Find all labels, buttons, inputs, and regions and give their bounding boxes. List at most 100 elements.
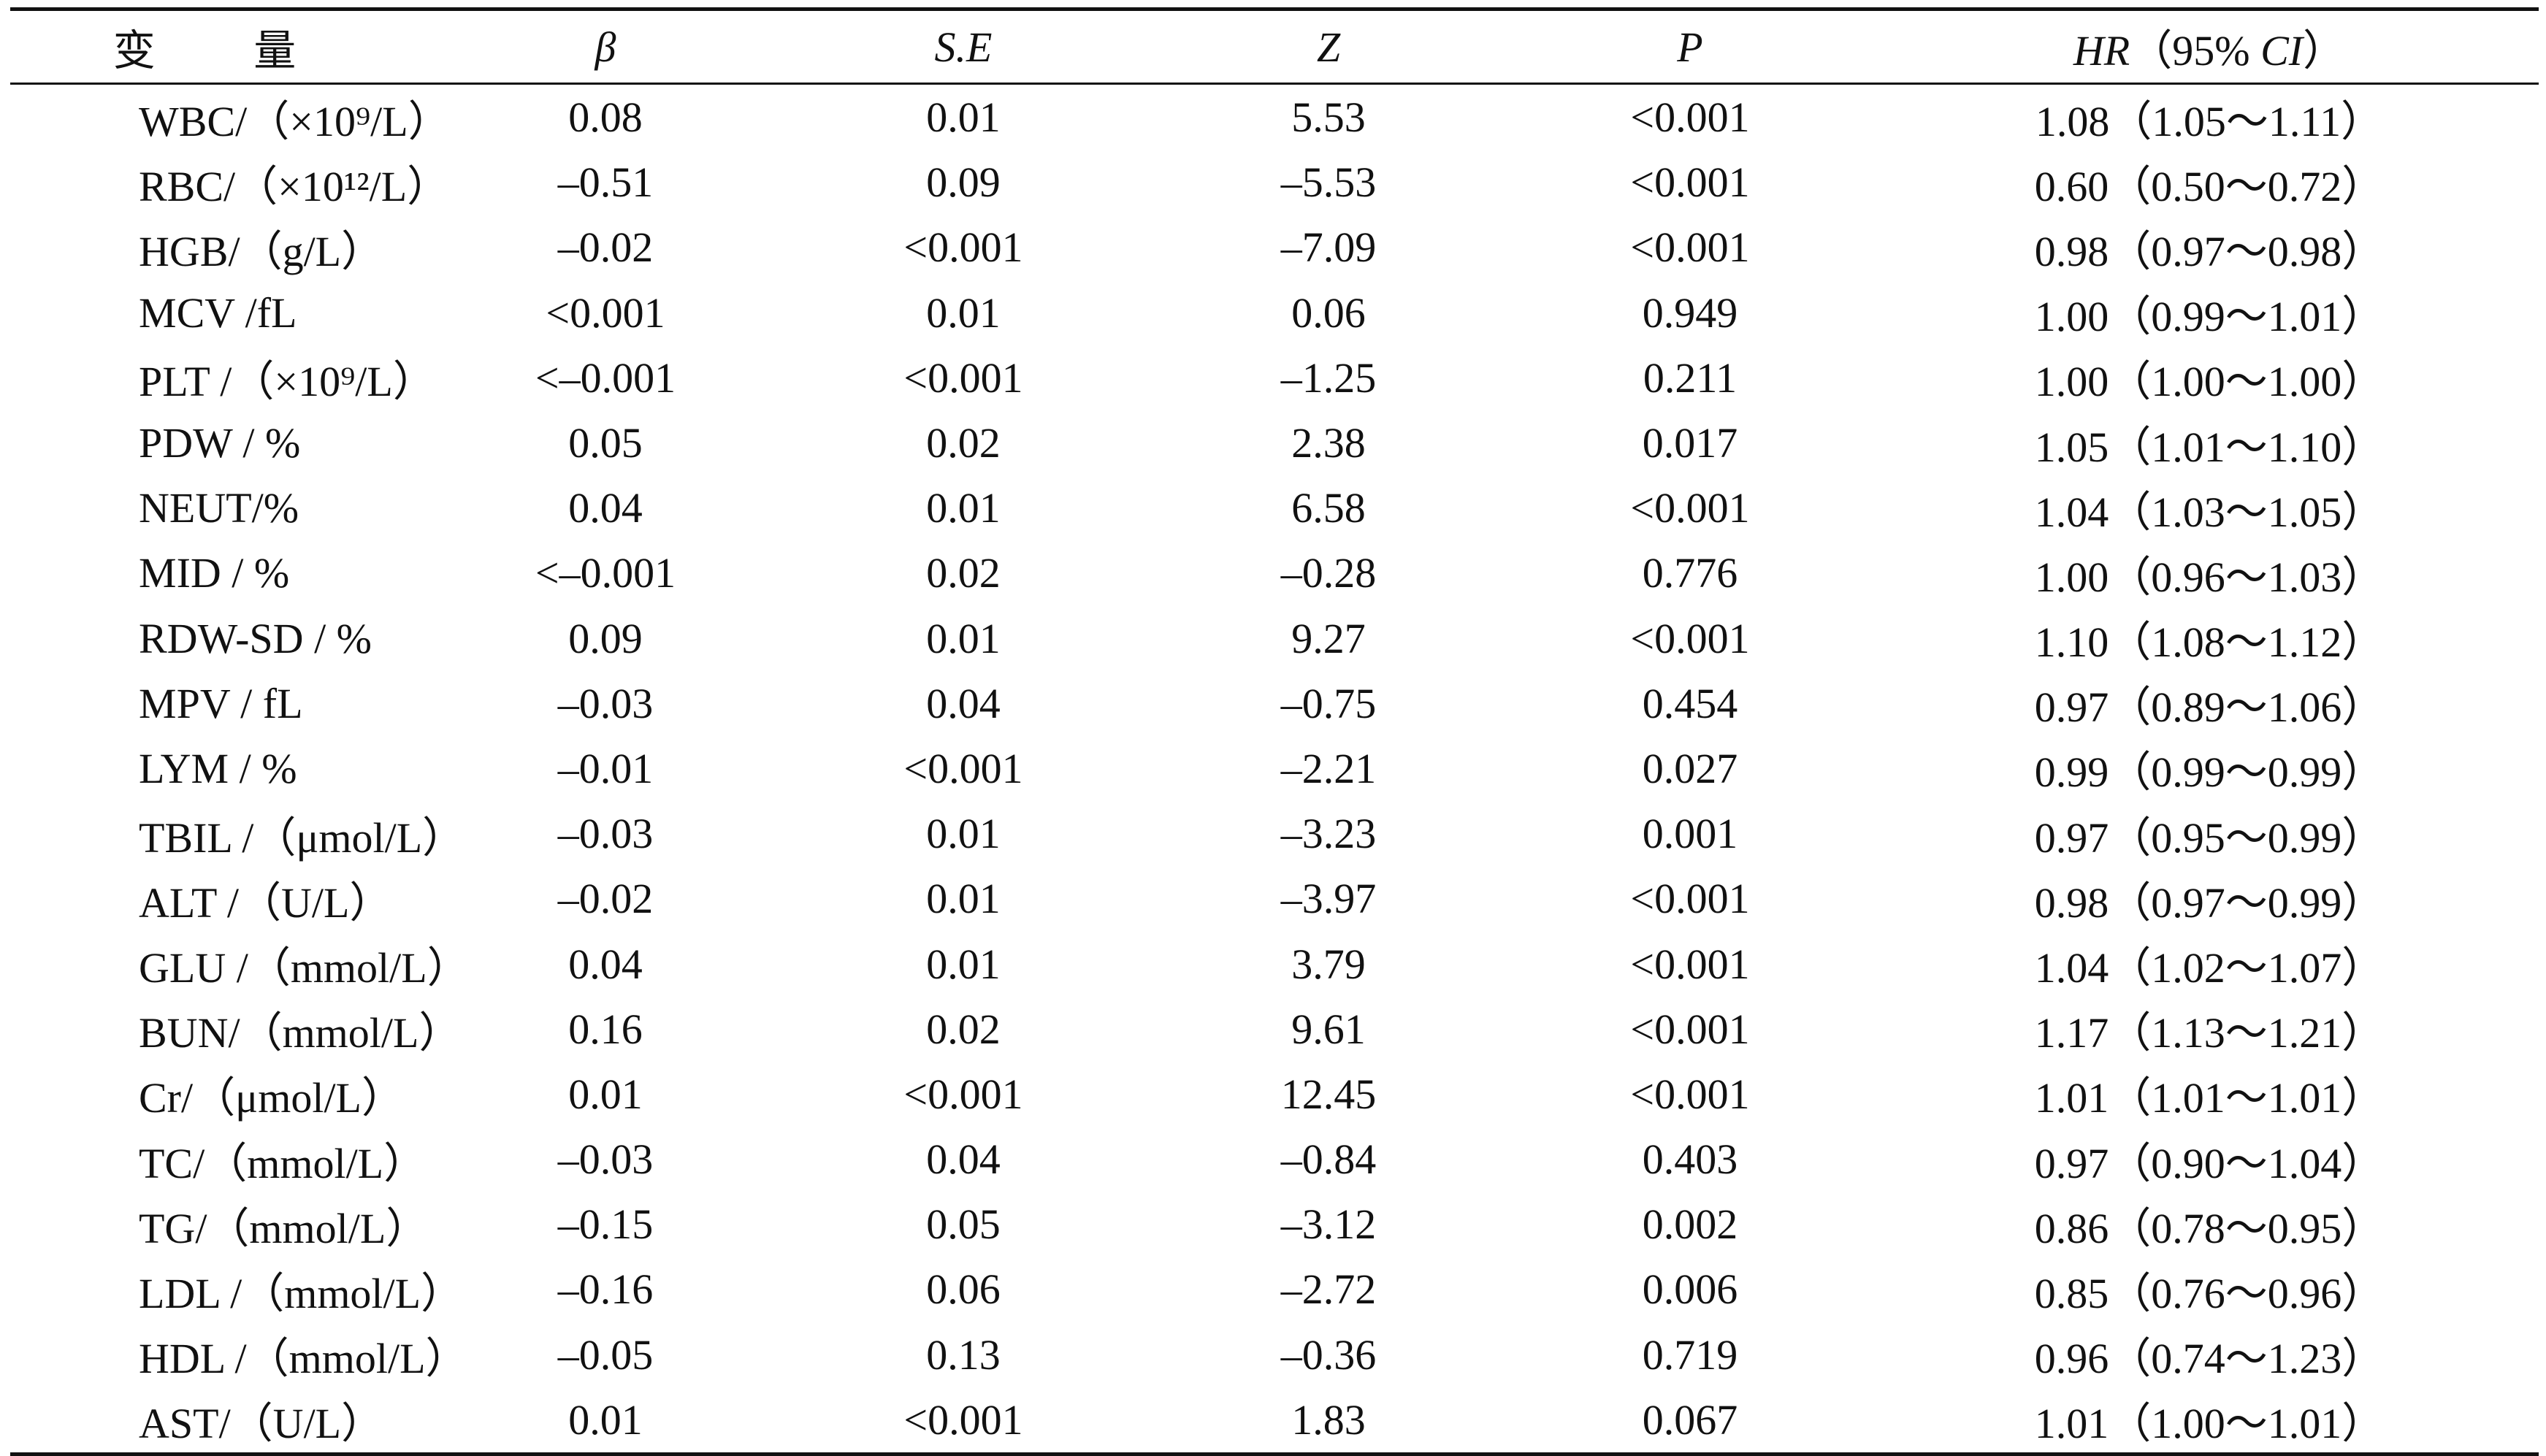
cell-variable: TG/（mmol/L） <box>139 1204 429 1252</box>
cell-z: –2.72 <box>1280 1265 1377 1314</box>
cell-beta: –0.51 <box>557 158 654 207</box>
cell-p: 0.067 <box>1642 1395 1738 1444</box>
cell-beta: –0.02 <box>557 223 654 272</box>
cell-hr-ci: 0.99（0.99～0.99） <box>2034 748 2385 797</box>
cell-beta: <–0.001 <box>535 353 676 402</box>
cell-z: 5.53 <box>1291 93 1366 142</box>
cell-p: <0.001 <box>1630 223 1750 272</box>
cell-variable: GLU /（mmol/L） <box>139 944 470 992</box>
cell-se: <0.001 <box>903 353 1023 402</box>
cell-beta: <–0.001 <box>535 549 676 597</box>
cell-z: –0.84 <box>1280 1135 1377 1184</box>
cell-z: 12.45 <box>1280 1070 1377 1118</box>
cell-hr-ci: 1.00（1.00～1.00） <box>2034 358 2385 406</box>
cell-se: 0.01 <box>926 93 1001 142</box>
cell-variable: BUN/（mmol/L） <box>139 1009 462 1057</box>
cell-variable: MPV / fL <box>139 679 303 727</box>
cell-hr-ci: 0.98（0.97～0.99） <box>2034 878 2385 927</box>
cell-z: 9.27 <box>1291 614 1366 662</box>
cell-se: 0.13 <box>926 1330 1001 1379</box>
cell-variable: PLT /（×10⁹/L） <box>139 358 435 406</box>
cell-se: 0.02 <box>926 1005 1001 1053</box>
cell-hr-ci: 0.96（0.74～1.23） <box>2034 1335 2385 1383</box>
header-se: S.E <box>934 23 993 71</box>
cell-hr-ci: 1.08（1.05～1.11） <box>2035 97 2384 145</box>
cell-beta: 0.16 <box>568 1005 643 1053</box>
cell-beta: –0.05 <box>557 1330 654 1379</box>
cell-z: 0.06 <box>1291 288 1366 337</box>
cell-beta: –0.03 <box>557 1135 654 1184</box>
cell-p: <0.001 <box>1630 1005 1750 1053</box>
cell-hr-ci: 0.98（0.97～0.98） <box>2034 227 2385 275</box>
table-row: TBIL /（μmol/L） –0.03 0.01 –3.23 0.001 0.97（0.… <box>10 801 2539 866</box>
cell-se: 0.01 <box>926 288 1001 337</box>
cell-beta: –0.03 <box>557 679 654 727</box>
header-p: P <box>1677 23 1703 71</box>
cell-hr-ci: 1.01（1.00～1.01） <box>2034 1400 2385 1448</box>
cell-variable: RDW-SD / % <box>139 614 372 662</box>
cell-variable: Cr/（μmol/L） <box>139 1074 404 1122</box>
table-row: LYM / % –0.01 <0.001 –2.21 0.027 0.99（0.99～0.… <box>10 736 2539 801</box>
cell-se: 0.04 <box>926 679 1001 727</box>
cell-hr-ci: 1.05（1.01～1.10） <box>2034 423 2385 471</box>
cell-p: 0.403 <box>1642 1135 1738 1184</box>
table-row: LDL /（mmol/L） –0.16 0.06 –2.72 0.006 0.85（0.7… <box>10 1257 2539 1322</box>
cell-beta: 0.01 <box>568 1070 643 1118</box>
table-row: ALT /（U/L） –0.02 0.01 –3.97 <0.001 0.98（0.97～… <box>10 866 2539 931</box>
cell-z: –0.28 <box>1280 549 1377 597</box>
table-row: HDL /（mmol/L） –0.05 0.13 –0.36 0.719 0.96（0.7… <box>10 1322 2539 1387</box>
cell-variable: LDL /（mmol/L） <box>139 1269 464 1317</box>
cell-beta: 0.05 <box>568 419 643 467</box>
table-row: RDW-SD / % 0.09 0.01 9.27 <0.001 1.10（1.08～1.… <box>10 606 2539 671</box>
cell-beta: –0.03 <box>557 810 654 858</box>
cell-beta: 0.04 <box>568 484 643 532</box>
cell-p: 0.776 <box>1642 549 1738 597</box>
cell-se: 0.09 <box>926 158 1001 207</box>
cell-variable: PDW / % <box>139 419 301 467</box>
cell-hr-ci: 0.97（0.89～1.06） <box>2034 683 2385 732</box>
regression-table: 变 量 β S.E Z P HR（95% CI） WBC/（×10⁹/L） 0.0… <box>10 7 2539 1456</box>
header-beta: β <box>595 23 616 71</box>
cell-variable: HGB/（g/L） <box>139 227 384 275</box>
cell-se: 0.01 <box>926 875 1001 923</box>
cell-variable: LYM / % <box>139 744 297 792</box>
table-row: NEUT/% 0.04 0.01 6.58 <0.001 1.04（1.03～1.05） <box>10 475 2539 540</box>
cell-hr-ci: 1.00（0.99～1.01） <box>2034 293 2385 341</box>
cell-se: 0.05 <box>926 1200 1001 1249</box>
cell-variable: TBIL /（μmol/L） <box>139 813 465 862</box>
cell-beta: 0.01 <box>568 1395 643 1444</box>
cell-se: 0.02 <box>926 419 1001 467</box>
table-row: MCV /fL <0.001 0.01 0.06 0.949 1.00（0.99～1.01… <box>10 280 2539 345</box>
header-hr-open-paren: （ <box>2130 27 2173 74</box>
table-row: MPV / fL –0.03 0.04 –0.75 0.454 0.97（0.89～1.0… <box>10 671 2539 736</box>
table-header: 变 量 β S.E Z P HR（95% CI） <box>10 9 2539 84</box>
cell-p: <0.001 <box>1630 875 1750 923</box>
cell-se: <0.001 <box>903 1070 1023 1118</box>
table-row: MID / % <–0.001 0.02 –0.28 0.776 1.00（0.96～1.… <box>10 540 2539 605</box>
cell-z: –1.25 <box>1280 353 1377 402</box>
cell-z: –7.09 <box>1280 223 1377 272</box>
cell-p: <0.001 <box>1630 614 1750 662</box>
cell-variable: TC/（mmol/L） <box>139 1139 427 1187</box>
cell-z: –3.23 <box>1280 810 1377 858</box>
cell-beta: 0.08 <box>568 93 643 142</box>
cell-p: 0.006 <box>1642 1265 1738 1314</box>
cell-p: <0.001 <box>1630 1070 1750 1118</box>
cell-p: 0.949 <box>1642 288 1738 337</box>
table-body: WBC/（×10⁹/L） 0.08 0.01 5.53 <0.001 1.08（1.05～… <box>10 84 2539 1455</box>
cell-se: <0.001 <box>903 223 1023 272</box>
cell-p: 0.017 <box>1642 419 1738 467</box>
table-row: GLU /（mmol/L） 0.04 0.01 3.79 <0.001 1.04（1.02… <box>10 931 2539 996</box>
cell-z: 2.38 <box>1291 419 1366 467</box>
cell-se: 0.01 <box>926 484 1001 532</box>
cell-z: –2.21 <box>1280 744 1377 792</box>
table-row: BUN/（mmol/L） 0.16 0.02 9.61 <0.001 1.17（1.13～… <box>10 997 2539 1062</box>
cell-p: <0.001 <box>1630 93 1750 142</box>
table-row: PDW / % 0.05 0.02 2.38 0.017 1.05（1.01～1.10） <box>10 410 2539 475</box>
cell-beta: 0.09 <box>568 614 643 662</box>
cell-p: 0.454 <box>1642 679 1738 727</box>
cell-hr-ci: 1.04（1.03～1.05） <box>2034 488 2385 536</box>
table-row: Cr/（μmol/L） 0.01 <0.001 12.45 <0.001 1.01（1.0… <box>10 1062 2539 1127</box>
table-row: TG/（mmol/L） –0.15 0.05 –3.12 0.002 0.86（0.78～… <box>10 1192 2539 1257</box>
